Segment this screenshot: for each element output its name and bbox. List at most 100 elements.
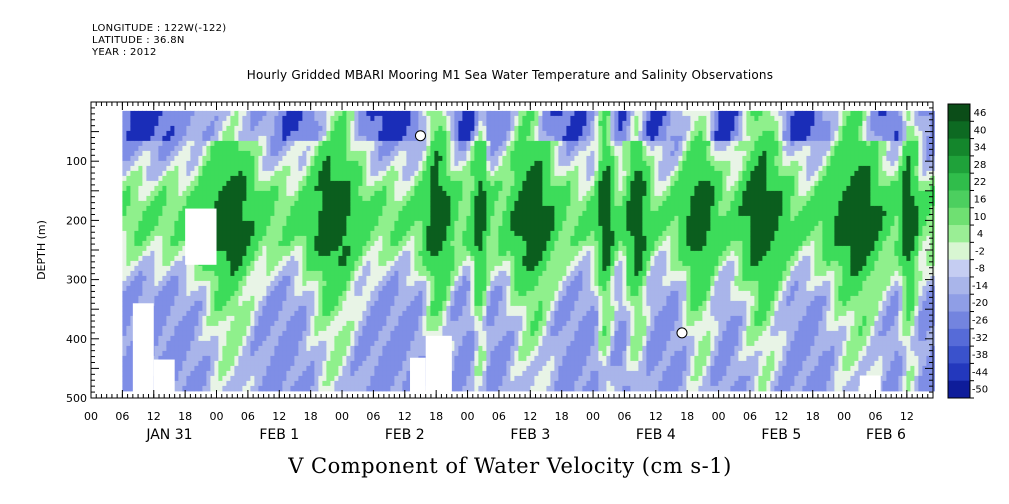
heatmap-cell xyxy=(410,260,415,267)
heatmap-cell xyxy=(362,260,367,267)
heatmap-cell xyxy=(154,160,159,167)
heatmap-cell xyxy=(250,230,255,237)
heatmap-cell xyxy=(414,200,419,207)
heatmap-cell xyxy=(270,295,275,302)
heatmap-cell xyxy=(326,120,331,127)
heatmap-cell xyxy=(286,270,291,277)
heatmap-cell xyxy=(314,350,319,357)
heatmap-cell xyxy=(318,155,323,162)
heatmap-cell xyxy=(454,170,459,177)
heatmap-cell xyxy=(306,250,311,257)
heatmap-cell xyxy=(466,280,471,287)
heatmap-cell xyxy=(458,180,463,187)
heatmap-cell xyxy=(450,295,455,302)
heatmap-cell xyxy=(386,185,391,192)
heatmap-cell xyxy=(266,275,271,282)
heatmap-cell xyxy=(430,220,435,227)
heatmap-cell xyxy=(350,330,355,337)
heatmap-cell xyxy=(338,340,343,347)
heatmap-cell xyxy=(286,245,291,252)
heatmap-cell xyxy=(370,130,375,137)
heatmap-cell xyxy=(386,260,391,267)
heatmap-cell xyxy=(290,145,295,152)
heatmap-cell xyxy=(234,120,239,127)
heatmap-cell xyxy=(234,230,239,237)
heatmap-cell xyxy=(366,230,371,237)
heatmap-cell xyxy=(414,235,419,242)
heatmap-cell xyxy=(214,175,219,182)
heatmap-cell xyxy=(470,235,475,242)
heatmap-cell xyxy=(230,340,235,347)
heatmap-cell xyxy=(122,170,127,177)
heatmap-cell xyxy=(406,345,411,352)
heatmap-cell xyxy=(430,150,435,157)
heatmap-cell xyxy=(414,190,419,197)
heatmap-cell xyxy=(186,350,191,357)
heatmap-cell xyxy=(178,385,183,392)
heatmap-cell xyxy=(226,165,231,172)
heatmap-cell xyxy=(390,185,395,192)
heatmap-cell xyxy=(402,355,407,362)
heatmap-cell xyxy=(466,145,471,152)
heatmap-cell xyxy=(166,135,171,142)
heatmap-cell xyxy=(198,150,203,157)
heatmap-cell xyxy=(374,220,379,227)
heatmap-cell xyxy=(370,230,375,237)
heatmap-cell xyxy=(194,325,199,332)
heatmap-cell xyxy=(294,145,299,152)
heatmap-cell xyxy=(450,335,455,342)
heatmap-cell xyxy=(382,240,387,247)
heatmap-cell xyxy=(134,210,139,217)
heatmap-cell xyxy=(318,185,323,192)
heatmap-cell xyxy=(374,210,379,217)
heatmap-cell xyxy=(398,160,403,167)
heatmap-cell xyxy=(418,180,423,187)
heatmap-cell xyxy=(282,140,287,147)
heatmap-cell xyxy=(222,220,227,227)
heatmap-cell xyxy=(230,280,235,287)
heatmap-cell xyxy=(426,115,431,122)
heatmap-cell xyxy=(226,190,231,197)
heatmap-cell xyxy=(186,325,191,332)
heatmap-cell xyxy=(298,205,303,212)
heatmap-cell xyxy=(314,140,319,147)
heatmap-cell xyxy=(446,180,451,187)
heatmap-cell xyxy=(242,170,247,177)
heatmap-cell xyxy=(294,265,299,272)
heatmap-cell xyxy=(138,200,143,207)
heatmap-cell xyxy=(130,340,135,347)
heatmap-cell xyxy=(150,115,155,122)
heatmap-cell xyxy=(202,280,207,287)
heatmap-cell xyxy=(206,310,211,317)
heatmap-cell xyxy=(362,125,367,132)
heatmap-cell xyxy=(254,320,259,327)
heatmap-cell xyxy=(466,370,471,377)
heatmap-cell xyxy=(370,285,375,292)
heatmap-cell xyxy=(242,215,247,222)
heatmap-cell xyxy=(386,345,391,352)
heatmap-cell xyxy=(318,370,323,377)
heatmap-cell xyxy=(178,115,183,122)
heatmap-cell xyxy=(454,270,459,277)
heatmap-cell xyxy=(234,355,239,362)
heatmap-cell xyxy=(426,110,431,117)
heatmap-cell xyxy=(306,165,311,172)
heatmap-cell xyxy=(334,270,339,277)
heatmap-cell xyxy=(266,175,271,182)
heatmap-cell xyxy=(194,300,199,307)
heatmap-cell xyxy=(190,185,195,192)
heatmap-cell xyxy=(290,380,295,387)
heatmap-cell xyxy=(366,130,371,137)
heatmap-cell xyxy=(294,310,299,317)
heatmap-cell xyxy=(266,320,271,327)
heatmap-cell xyxy=(238,315,243,322)
heatmap-cell xyxy=(286,345,291,352)
heatmap-cell xyxy=(398,300,403,307)
heatmap-cell xyxy=(314,270,319,277)
heatmap-cell xyxy=(418,140,423,147)
heatmap-cell xyxy=(418,110,423,117)
heatmap-cell xyxy=(210,175,215,182)
heatmap-cell xyxy=(350,260,355,267)
heatmap-cell xyxy=(126,240,131,247)
heatmap-cell xyxy=(442,170,447,177)
